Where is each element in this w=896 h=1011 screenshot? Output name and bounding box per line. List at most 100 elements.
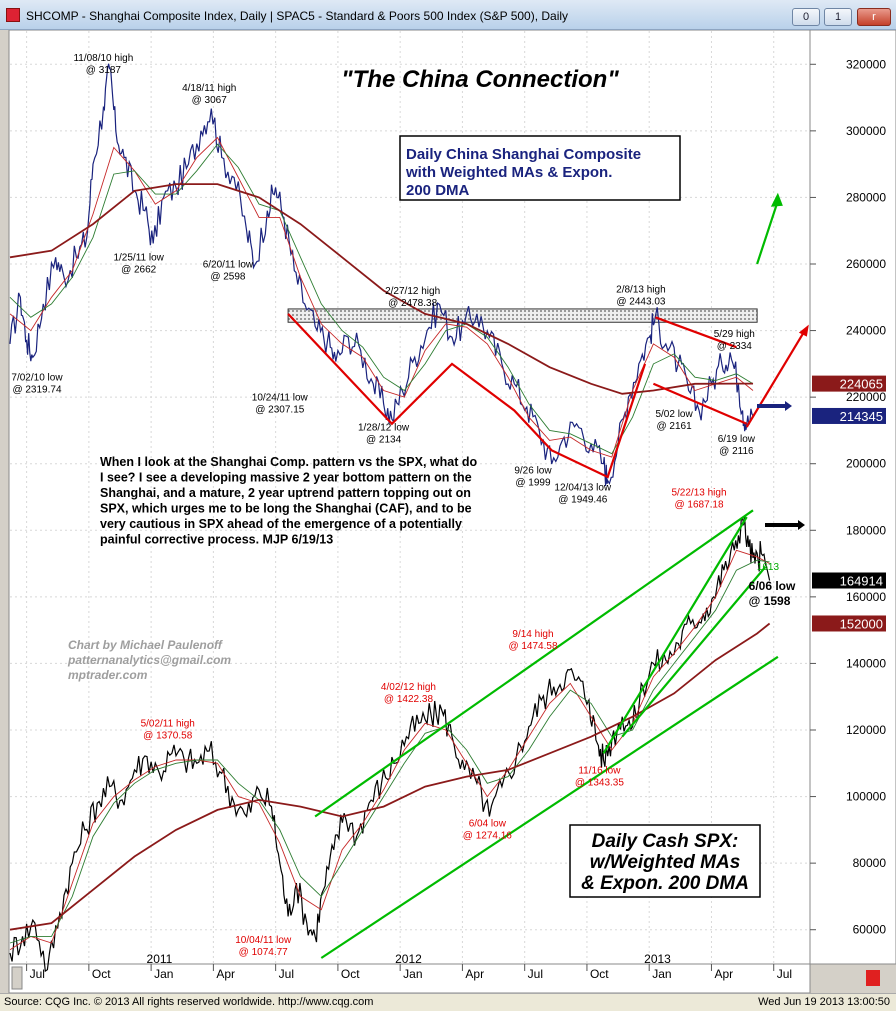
credit-line: Chart by Michael Paulenoff xyxy=(68,638,223,652)
trendline xyxy=(320,655,779,959)
x-axis-panel xyxy=(8,963,811,993)
trendline xyxy=(745,330,806,428)
x-tick-label: Apr xyxy=(465,967,484,981)
annotation-label: 10/04/11 low xyxy=(235,935,292,946)
trendline xyxy=(314,509,754,818)
y-tick-label: 80000 xyxy=(853,856,887,870)
minimize-button[interactable]: 0 xyxy=(792,8,820,26)
shanghai-legend-box xyxy=(399,135,681,201)
series-line-shcomp-exponential-200-dma xyxy=(9,183,753,395)
credit-line: mptrader.com xyxy=(68,668,148,682)
series-line-spx-weighted-ma xyxy=(9,549,770,951)
annotation-label: 11/08/10 high xyxy=(73,53,133,64)
annotation-label: 11/16 low xyxy=(578,765,621,776)
resistance-zone xyxy=(287,308,758,323)
price-box-label: 214345 xyxy=(840,409,883,424)
maximize-button[interactable]: 1 xyxy=(824,8,852,26)
status-timestamp: Wed Jun 19 2013 13:00:50 xyxy=(758,996,890,1008)
y-tick-label: 100000 xyxy=(846,790,886,804)
x-tick-label: Oct xyxy=(341,967,360,981)
annotation-label: @ 1370.58 xyxy=(143,731,193,742)
y-tick-label: 260000 xyxy=(846,257,886,271)
spx-low-label: 6/06 low xyxy=(749,579,796,593)
status-bar: Source: CQG Inc. © 2013 All rights reser… xyxy=(0,993,896,1011)
credit-line: patternanalytics@gmail.com xyxy=(67,653,231,667)
annotation-label: 6/20/11 low xyxy=(203,259,254,270)
annotation-label: 2/8/13 high xyxy=(616,284,666,295)
annotation-label: @ 1474.58 xyxy=(508,641,558,652)
series-line-shcomp-weighted-ma-2 xyxy=(9,143,754,455)
spx-legend-box xyxy=(569,824,761,898)
commentary-line: very cautious in SPX ahead of the emerge… xyxy=(100,517,462,531)
annotation-label: @ 1687.18 xyxy=(674,499,724,510)
trendline xyxy=(756,200,779,265)
annotation-label: 10/24/11 low xyxy=(252,392,309,403)
chart-credit: Chart by Michael Paulenoffpatternanalyti… xyxy=(67,638,231,682)
y-axis-panel xyxy=(809,30,896,965)
y-tick-label: 200000 xyxy=(846,457,886,471)
x-tick-label: Jan xyxy=(154,967,173,981)
shanghai-legend-line-3: 200 DMA xyxy=(406,182,470,199)
close-button[interactable]: r xyxy=(857,8,891,26)
commentary-line: SPX, which urges me to be long the Shang… xyxy=(100,502,472,516)
annotation-label: 5/22/13 high xyxy=(671,487,726,498)
year-label: 2013 xyxy=(644,952,671,966)
spx-legend-line-3: & Expon. 200 DMA xyxy=(581,873,749,894)
annotation-label: 5/02/11 high xyxy=(141,719,195,730)
series-line-spx-exponential-200-dma xyxy=(9,622,771,931)
annotation-label: @ 2319.74 xyxy=(12,385,62,396)
y-tick-label: 180000 xyxy=(846,523,886,537)
spx-legend-line-2: w/Weighted MAs xyxy=(590,852,741,873)
trendline xyxy=(621,566,767,738)
commentary-line: Shanghai, and a mature, 2 year uptrend p… xyxy=(100,486,471,500)
annotation-label: @ 2161 xyxy=(657,421,693,432)
annotation-label: 1/25/11 low xyxy=(113,253,164,264)
commentary-line: I see? I see a developing massive 2 year… xyxy=(100,471,472,485)
spx-low-label: @ 1598 xyxy=(749,594,791,608)
app-icon xyxy=(6,8,20,22)
scroll-right-icon[interactable] xyxy=(866,970,880,986)
y-tick-label: 280000 xyxy=(846,190,886,204)
scroll-left-handle[interactable] xyxy=(11,966,23,990)
annotation-label: 5/02 low xyxy=(655,409,693,420)
price-box xyxy=(812,572,886,589)
y-tick-label: 60000 xyxy=(853,923,887,937)
x-tick-label: Jul xyxy=(279,967,294,981)
shanghai-legend-line-1: Daily China Shanghai Composite xyxy=(406,146,641,163)
x-tick-label: Apr xyxy=(216,967,235,981)
annotation-label: 7/02/10 low xyxy=(11,373,63,384)
annotation-label: @ 2662 xyxy=(121,265,157,276)
red-arrow-icon xyxy=(798,324,809,337)
annotation-label: @ 1274.16 xyxy=(463,831,513,842)
annotation-label: @ 1422.38 xyxy=(384,694,434,705)
annotation-label: 1/28/12 low xyxy=(358,422,410,433)
annotation-label: 4/02/12 high xyxy=(381,682,436,693)
x-tick-label: Oct xyxy=(92,967,111,981)
commentary-line: painful corrective process. MJP 6/19/13 xyxy=(100,533,333,547)
x-tick-label: Jan xyxy=(652,967,671,981)
annotation-label: @ 1074.77 xyxy=(239,947,289,958)
annotation-label: @ 2116 xyxy=(719,446,754,457)
x-tick-label: Jul xyxy=(528,967,543,981)
x-tick-label: Jul xyxy=(777,967,792,981)
annotation-label: 9/26 low xyxy=(514,466,552,477)
spx-1613-label: 1613 xyxy=(757,562,780,573)
series-line-spx xyxy=(9,515,771,973)
annotation-label: @ 3067 xyxy=(192,95,228,106)
year-label: 2012 xyxy=(395,952,422,966)
price-chart[interactable]: 11/08/10 high@ 3187 4/18/11 high@ 3067 7/0… xyxy=(0,30,896,993)
x-tick-label: Oct xyxy=(590,967,609,981)
annotation-label: @ 2307.15 xyxy=(255,404,305,415)
price-box xyxy=(812,615,886,632)
annotation-label: 4/18/11 high xyxy=(182,83,236,94)
series-line-spx-weighted-ma-2 xyxy=(9,559,770,944)
annotation-label: @ 2598 xyxy=(210,271,246,282)
window-title: SHCOMP - Shanghai Composite Index, Daily… xyxy=(26,9,569,23)
commentary-text: When I look at the Shanghai Comp. patter… xyxy=(100,455,477,547)
trendline xyxy=(655,316,737,349)
annotation-label: 6/04 low xyxy=(469,819,507,830)
title-bar[interactable]: SHCOMP - Shanghai Composite Index, Daily… xyxy=(0,0,896,30)
annotation-label: 9/14 high xyxy=(512,629,553,640)
series-line-shcomp xyxy=(9,63,754,487)
y-tick-label: 160000 xyxy=(846,590,886,604)
